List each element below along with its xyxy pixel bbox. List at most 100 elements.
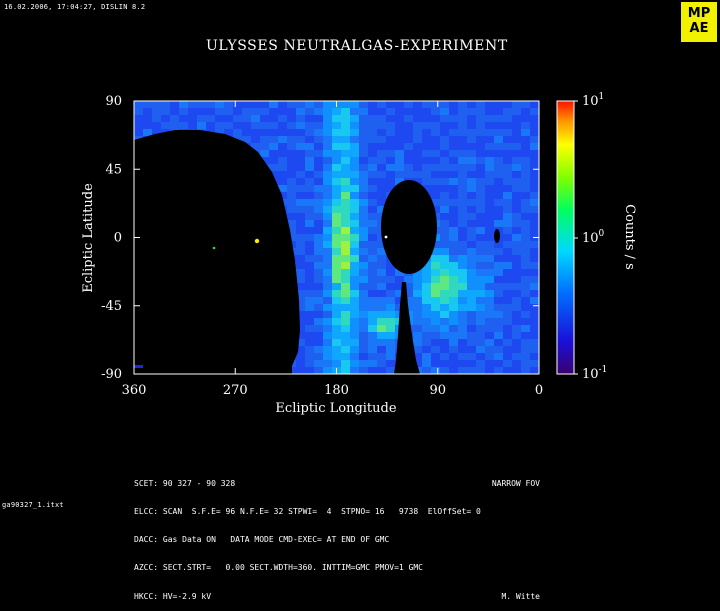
heatmap-cell [512, 367, 522, 374]
heatmap-cell [377, 262, 387, 270]
heatmap-cell [296, 325, 306, 333]
heatmap-cell [305, 220, 315, 228]
heatmap-cell [494, 290, 504, 298]
heatmap-cell [512, 276, 522, 284]
heatmap-cell [359, 332, 369, 340]
heatmap-cell [395, 115, 405, 123]
heatmap-cell [377, 241, 387, 249]
heatmap-cell [521, 311, 531, 319]
heatmap-cell [476, 199, 486, 207]
heatmap-cell [260, 115, 270, 123]
heatmap-cell [422, 332, 432, 340]
heatmap-cell [296, 234, 306, 242]
heatmap-cell [305, 255, 315, 263]
heatmap-cell [530, 115, 539, 123]
heatmap-cell [233, 101, 243, 109]
heatmap-cell [521, 339, 531, 347]
heatmap-cell [485, 220, 495, 228]
heatmap-cell [359, 164, 369, 172]
heatmap-cell [332, 192, 342, 200]
no-data-region-small [494, 229, 500, 243]
heatmap-cell [314, 108, 324, 116]
heatmap-cell [386, 101, 396, 109]
heatmap-cell [368, 192, 378, 200]
heatmap-cell [521, 255, 531, 263]
heatmap-cell [341, 283, 351, 291]
heatmap-cell [287, 129, 297, 137]
heatmap-cell [467, 129, 477, 137]
heatmap-cell [395, 283, 405, 291]
heatmap-cell [296, 297, 306, 305]
heatmap-cell [368, 199, 378, 207]
heatmap-cell [449, 367, 459, 374]
heatmap-cell [467, 199, 477, 207]
heatmap-cell [296, 360, 306, 368]
heatmap-cell [341, 255, 351, 263]
heatmap-cell [449, 248, 459, 256]
heatmap-cell [323, 332, 333, 340]
heatmap-cell [350, 234, 360, 242]
heatmap-cell [494, 199, 504, 207]
edge-mark [134, 365, 143, 368]
heatmap-cell [467, 276, 477, 284]
heatmap-cell [485, 304, 495, 312]
heatmap-cell [512, 101, 522, 109]
heatmap-cell [269, 157, 279, 165]
colorbar-ticks [574, 100, 578, 375]
heatmap-cell [440, 129, 450, 137]
heatmap-cell [494, 325, 504, 333]
heatmap-cell [440, 290, 450, 298]
heatmap-cell [305, 206, 315, 214]
heatmap-cell [224, 129, 234, 137]
heatmap-cell [287, 157, 297, 165]
heatmap-cell [386, 129, 396, 137]
heatmap-cell [458, 101, 468, 109]
heatmap-cell [485, 157, 495, 165]
heatmap-cell [287, 136, 297, 144]
heatmap-cell [359, 199, 369, 207]
heatmap-cell [386, 311, 396, 319]
heatmap-cell [449, 101, 459, 109]
heatmap-cell [494, 332, 504, 340]
heatmap-cell [458, 283, 468, 291]
heatmap-cell [251, 143, 261, 151]
heatmap-cell [431, 143, 441, 151]
heatmap-cell [224, 108, 234, 116]
heatmap-cell [440, 206, 450, 214]
heatmap-cell [503, 283, 513, 291]
heatmap-cell [512, 122, 522, 130]
heatmap-cell [251, 101, 261, 109]
heatmap-cell [440, 304, 450, 312]
heatmap-cell [368, 332, 378, 340]
heatmap-cell [503, 234, 513, 242]
heatmap-cell [296, 283, 306, 291]
heatmap-cell [359, 283, 369, 291]
heatmap-cell [143, 129, 153, 137]
heatmap-cell [314, 367, 324, 374]
heatmap-cell [368, 143, 378, 151]
heatmap-cell [395, 101, 405, 109]
heatmap-cell [449, 318, 459, 326]
heatmap-cell [530, 178, 539, 186]
heatmap-cell [530, 192, 539, 200]
heatmap-cell [494, 185, 504, 193]
heatmap-cell [305, 136, 315, 144]
heatmap-cell [530, 206, 539, 214]
heatmap-cell [395, 157, 405, 165]
heatmap-cell [413, 150, 423, 158]
heatmap-cell [476, 318, 486, 326]
heatmap-cell [503, 178, 513, 186]
heatmap-cell [368, 178, 378, 186]
heatmap-cell [350, 325, 360, 333]
heatmap-cell [278, 143, 288, 151]
heatmap-cell [350, 339, 360, 347]
heatmap-cell [503, 304, 513, 312]
heatmap-cell [305, 269, 315, 277]
heatmap-cell [449, 122, 459, 130]
footer-line-3: DACC: Gas Data ON DATA MODE CMD-EXEC= AT… [134, 535, 390, 545]
colorbar-label: Counts / s [622, 204, 637, 270]
heatmap-cell [314, 206, 324, 214]
heatmap-cell [377, 171, 387, 179]
heatmap-cell [422, 115, 432, 123]
heatmap-cell [323, 297, 333, 305]
